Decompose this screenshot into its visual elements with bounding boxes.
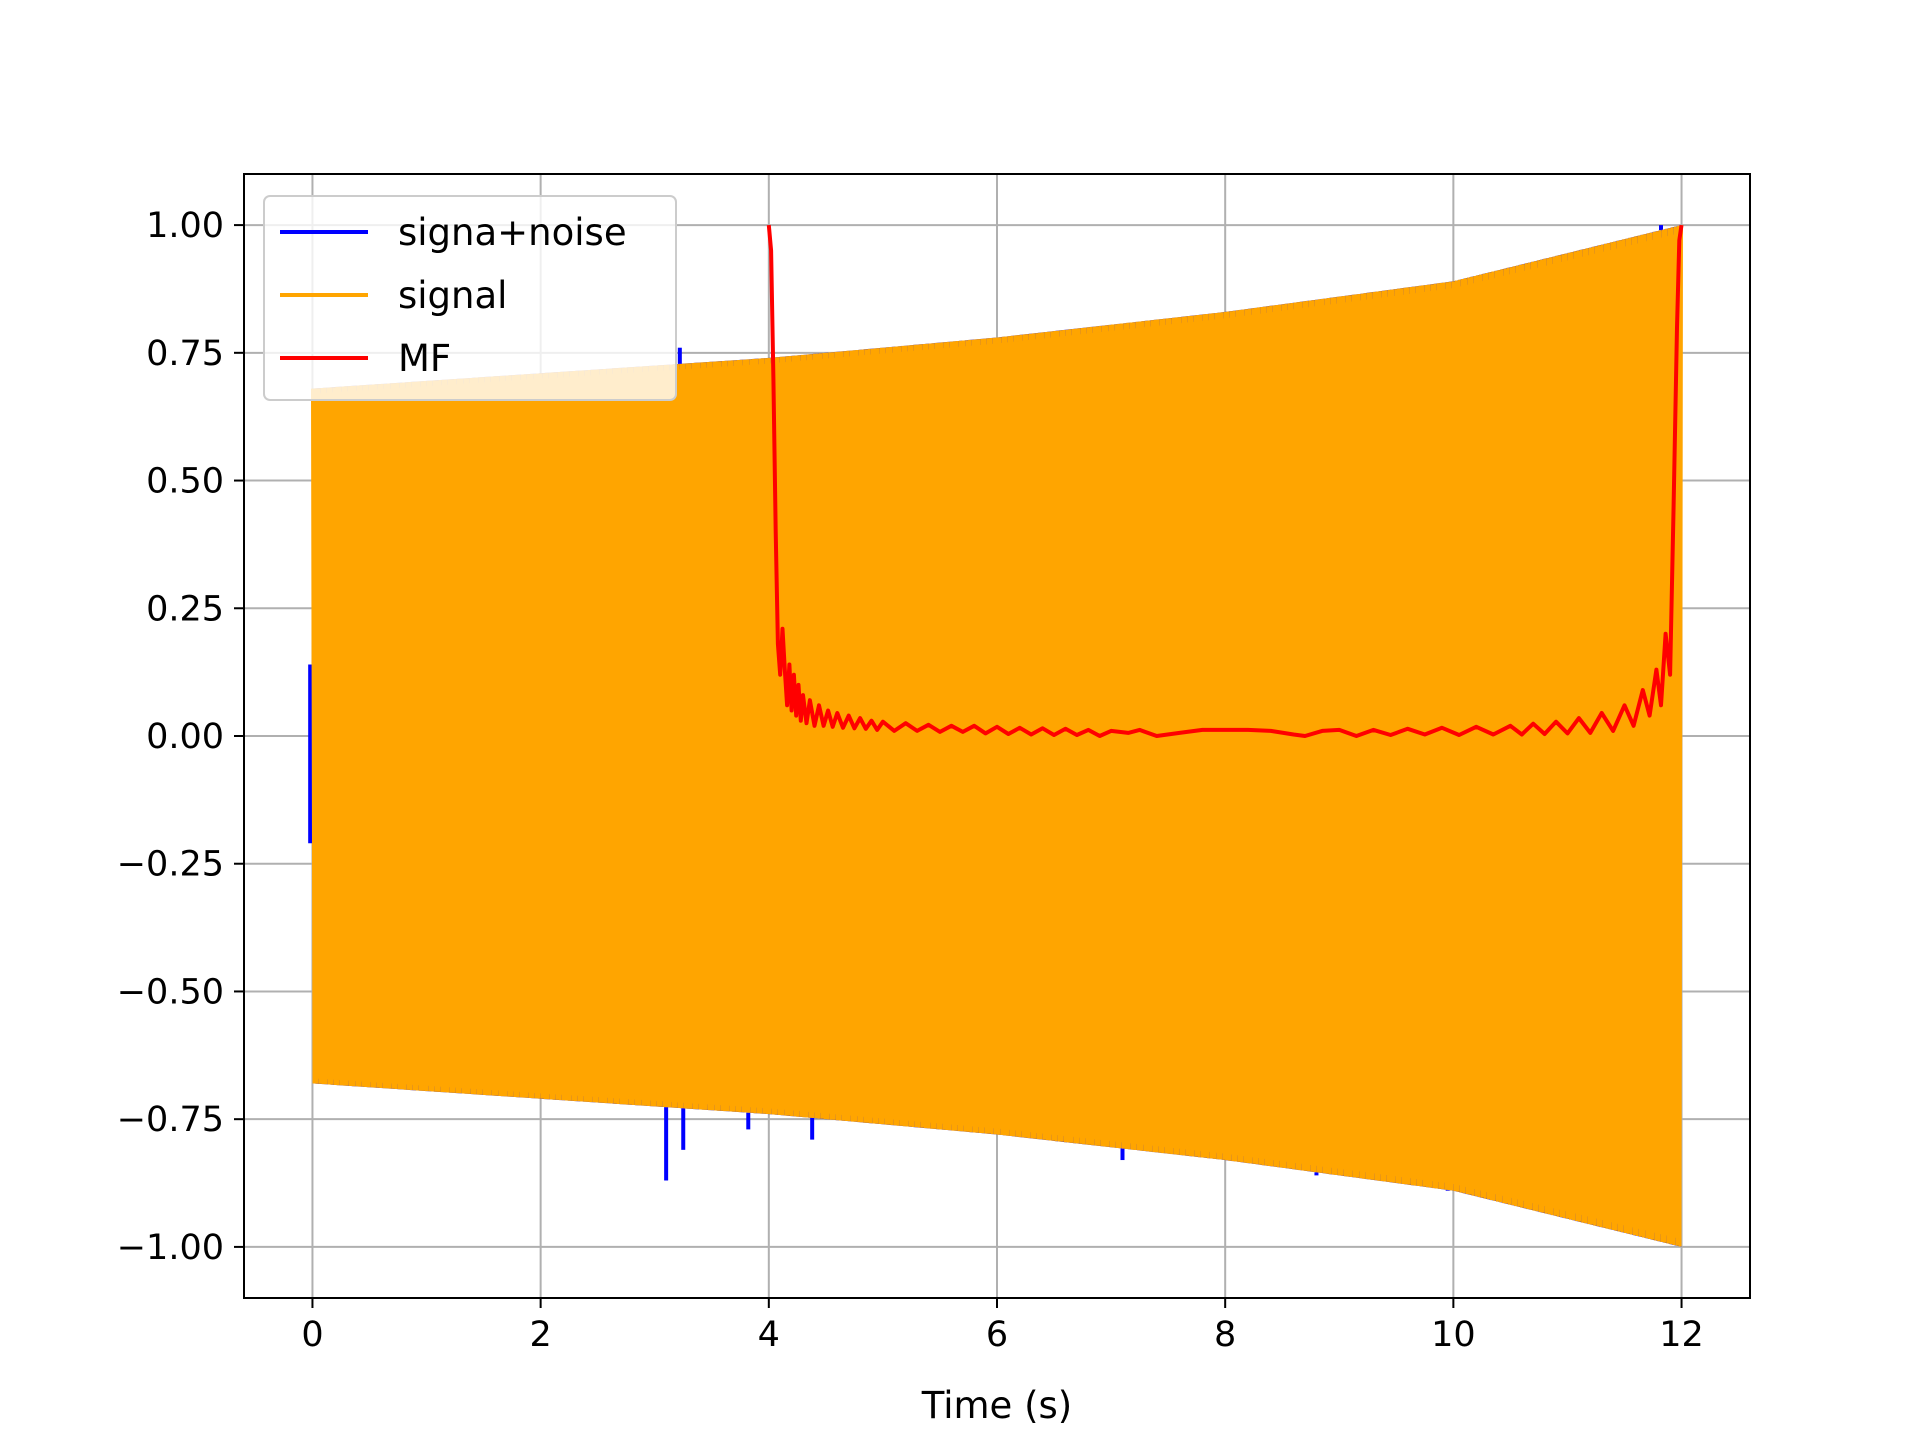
y-tick-label: −0.75 [117, 1100, 224, 1140]
x-tick-label: 8 [1214, 1315, 1236, 1355]
series-signal-band [312, 232, 1682, 1240]
y-tick-label: 0.75 [146, 334, 224, 374]
legend-label-mf: MF [398, 337, 451, 380]
x-axis-label: Time (s) [921, 1384, 1072, 1427]
x-tick-label: 6 [986, 1315, 1008, 1355]
y-tick-label: 0.25 [146, 589, 224, 629]
x-tick-label: 2 [529, 1315, 551, 1355]
legend-label-signal: signal [398, 274, 507, 317]
y-tick-label: 1.00 [146, 206, 224, 246]
x-tick-label: 12 [1659, 1315, 1704, 1355]
x-tick-label: 0 [301, 1315, 323, 1355]
data-layer [308, 224, 1684, 1247]
x-tick-label: 4 [758, 1315, 780, 1355]
y-tick-label: −0.25 [117, 845, 224, 885]
legend: signa+noise signal MF [263, 195, 677, 401]
series-mf-line [766, 224, 1684, 738]
ticks: 0 2 4 6 8 10 12 1.00 0.75 0.50 0.25 0.00 −0.25 −0.50 −… [117, 206, 1704, 1355]
x-tick-label: 10 [1431, 1315, 1476, 1355]
legend-box [263, 195, 677, 401]
y-tick-label: −0.50 [117, 972, 224, 1012]
legend-label-signal-noise: signa+noise [398, 211, 627, 254]
y-tick-label: 0.50 [146, 462, 224, 502]
y-tick-label: −1.00 [117, 1228, 224, 1268]
y-tick-label: 0.00 [146, 717, 224, 757]
